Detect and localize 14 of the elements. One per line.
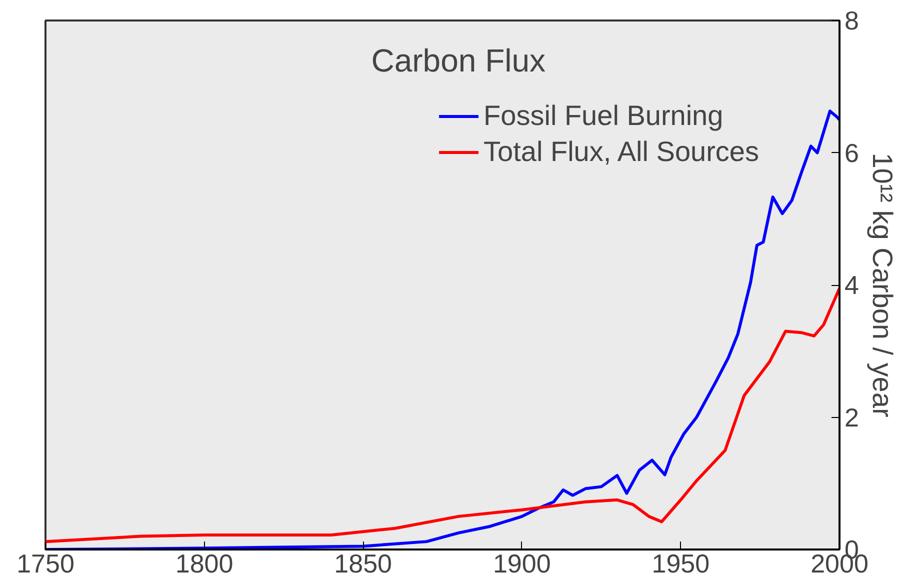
y-tick-label: 8 — [844, 6, 859, 36]
x-tick-label: 1800 — [175, 548, 234, 578]
line-series — [46, 286, 840, 544]
y-tick-label: 6 — [844, 138, 859, 168]
text: Carbon Flux — [371, 42, 546, 79]
y-tick-label: 4 — [844, 270, 859, 300]
x-tick-label: 1900 — [492, 548, 551, 578]
x-tick-label: 1850 — [334, 548, 392, 578]
x-tick-label: 1750 — [16, 548, 74, 578]
x-tick-label: 1950 — [652, 548, 710, 578]
legend-label: Total Flux, All Sources — [484, 136, 759, 168]
legend-label: Fossil Fuel Burning — [484, 100, 724, 132]
y-tick-label: 2 — [844, 402, 859, 432]
y2-axis-title: 10¹² kg Carbon / year — [866, 152, 898, 418]
